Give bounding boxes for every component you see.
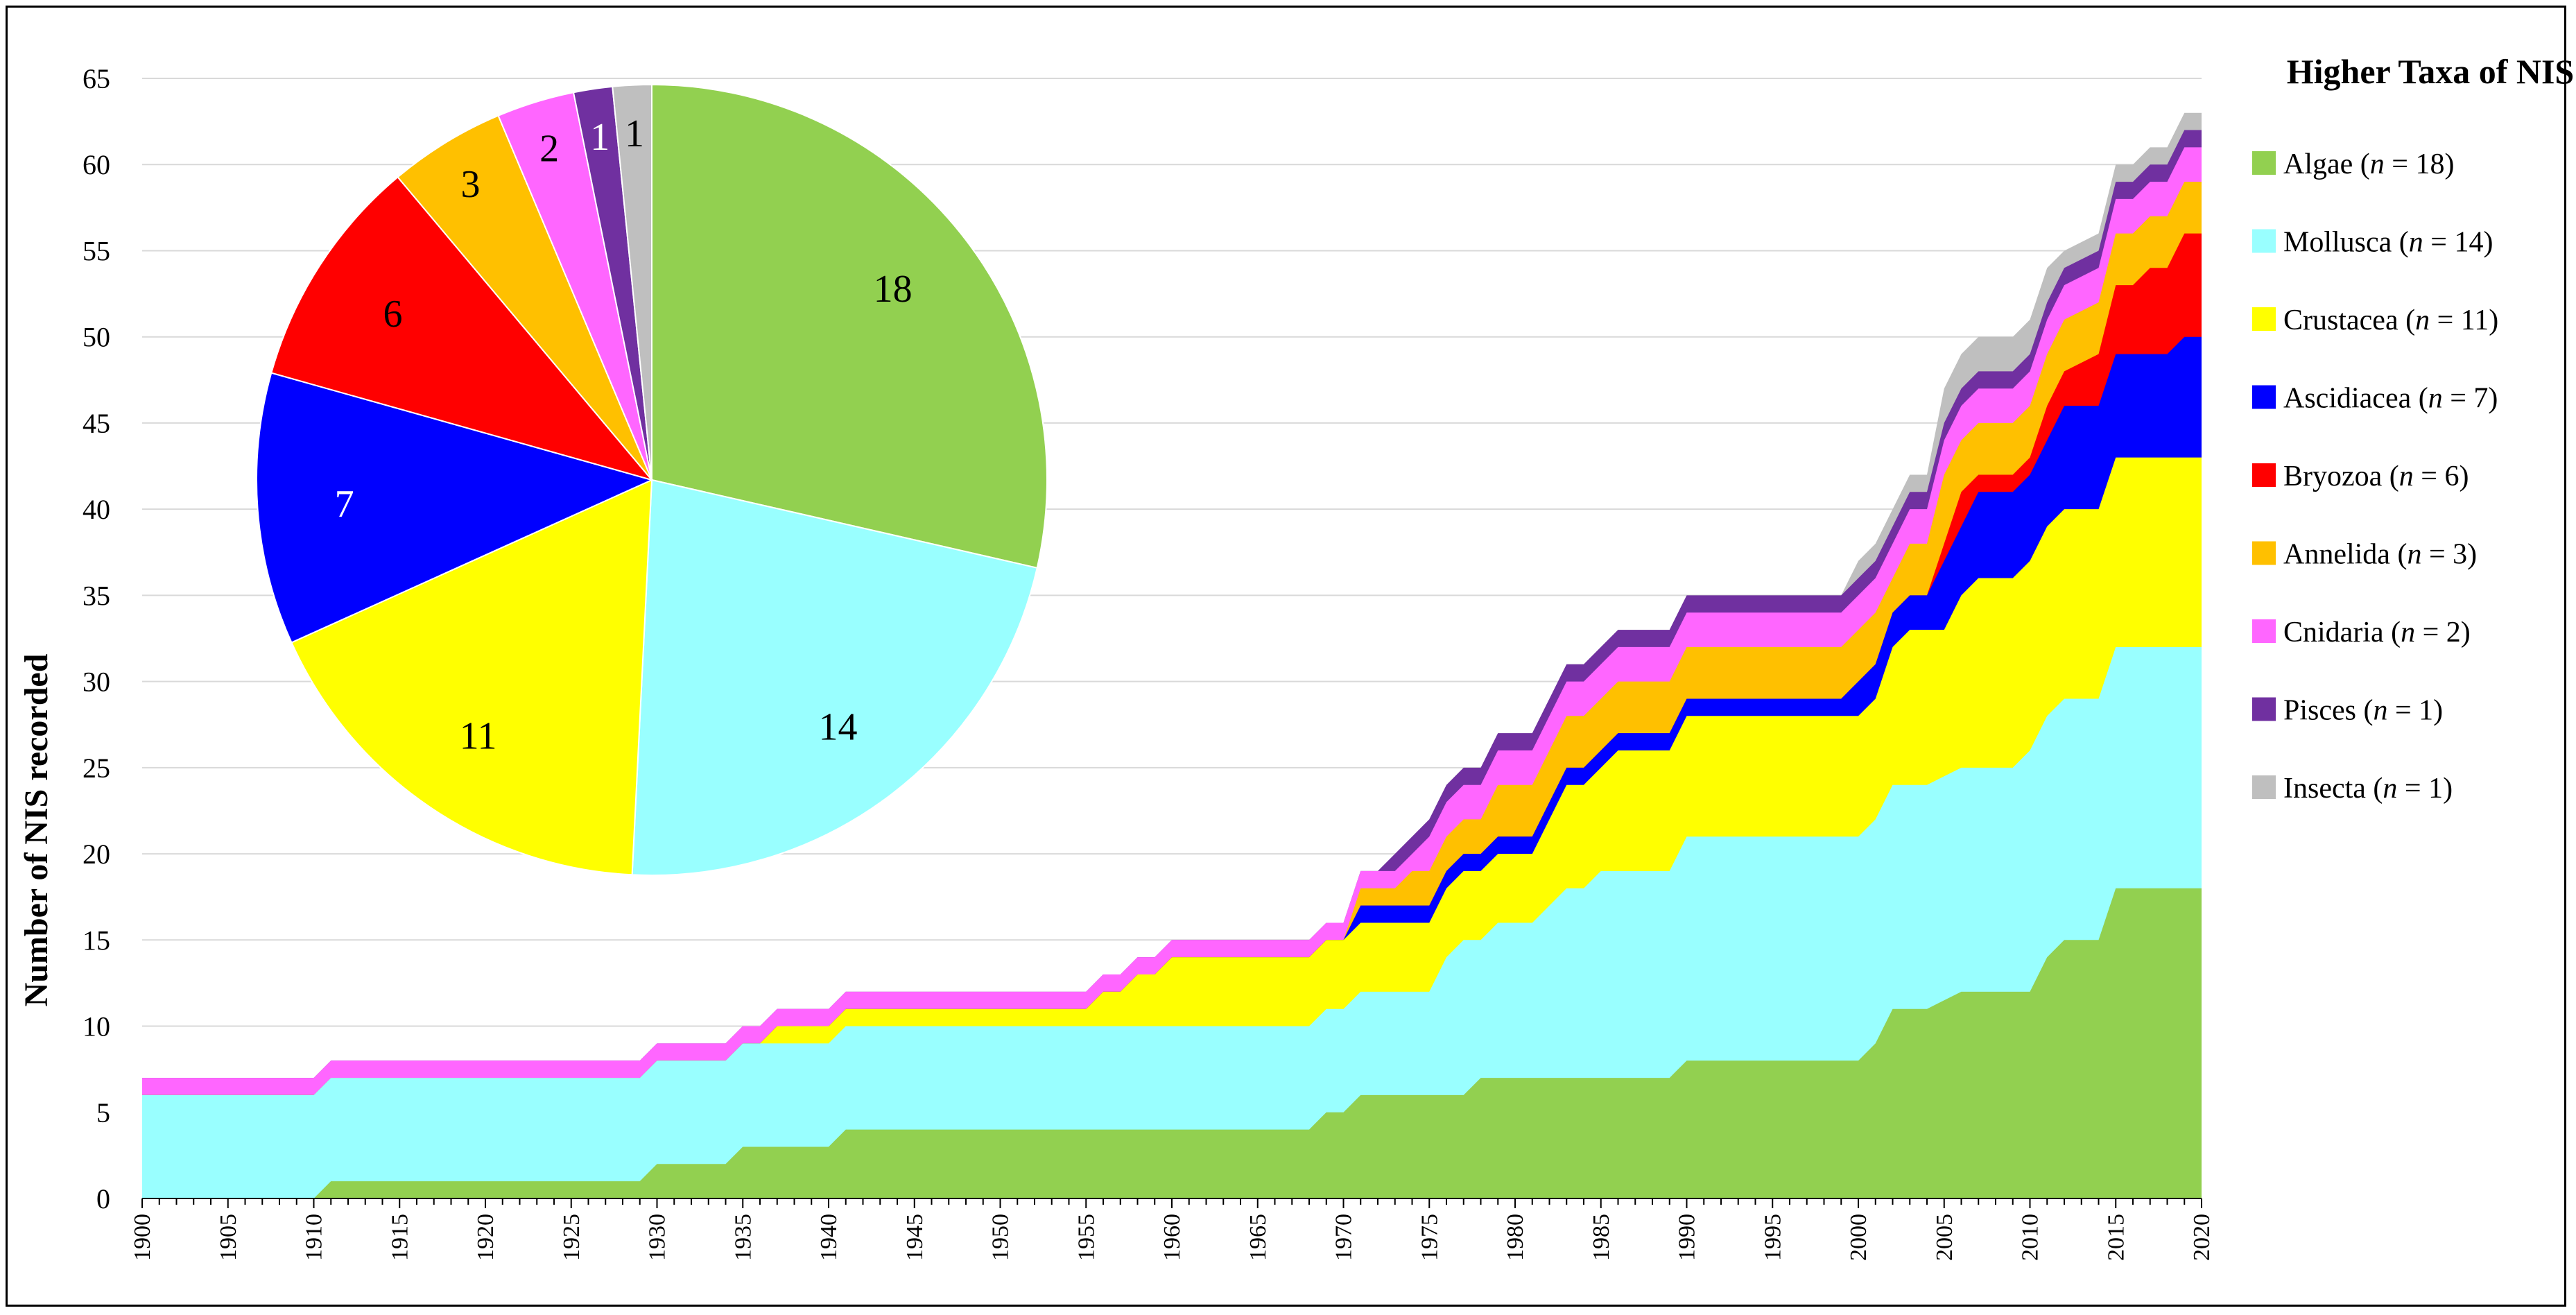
x-tick-label-1940: 1940	[816, 1214, 842, 1261]
x-tick-label-1950: 1950	[988, 1214, 1014, 1261]
legend-swatch-mollusca	[2252, 229, 2276, 253]
y-tick-label-0: 0	[96, 1183, 110, 1214]
pie-slice-mollusca	[631, 479, 1038, 876]
pie-slice-ascidiacea	[256, 372, 654, 644]
pie-label-crustacea: 11	[460, 714, 497, 757]
pie-slice-algae	[651, 83, 1048, 569]
x-tick-label-1970: 1970	[1331, 1214, 1357, 1261]
pie-label-mollusca: 14	[818, 705, 857, 748]
pie-slice-bryozoa	[270, 175, 654, 481]
legend-label-bryozoa: Bryozoa (n = 6)	[2283, 461, 2469, 492]
pie-label-pisces: 1	[590, 116, 610, 159]
x-tick-label-1900: 1900	[130, 1214, 155, 1261]
legend-label-crustacea: Crustacea (n = 11)	[2283, 304, 2498, 336]
legend-swatch-ascidiacea	[2252, 385, 2276, 409]
y-axis-title: Number of NIS recorded	[18, 653, 55, 1006]
x-tick-label-1945: 1945	[902, 1214, 928, 1261]
y-tick-label-55: 55	[83, 235, 110, 266]
pie-slice-insecta	[612, 83, 652, 481]
pie-slice-crustacea	[291, 479, 653, 876]
legend-swatch-insecta	[2252, 775, 2276, 799]
y-tick-label-30: 30	[83, 667, 110, 698]
x-tick-label-1980: 1980	[1503, 1214, 1528, 1261]
x-tick-label-1920: 1920	[473, 1214, 499, 1261]
x-tick-label-1975: 1975	[1417, 1214, 1442, 1261]
legend-swatch-bryozoa	[2252, 463, 2276, 487]
legend-swatch-annelida	[2252, 541, 2276, 565]
y-tick-label-35: 35	[83, 580, 110, 611]
legend-swatch-algae	[2252, 151, 2276, 175]
legend-label-mollusca: Mollusca (n = 14)	[2283, 227, 2493, 259]
x-tick-label-1905: 1905	[216, 1214, 241, 1261]
x-tick-label-1960: 1960	[1159, 1214, 1185, 1261]
y-tick-label-50: 50	[83, 322, 110, 353]
y-tick-label-25: 25	[83, 753, 110, 784]
y-tick-label-60: 60	[83, 149, 110, 180]
x-tick-label-1985: 1985	[1589, 1214, 1614, 1261]
x-tick-label-1935: 1935	[730, 1214, 756, 1261]
x-tick-label-1915: 1915	[387, 1214, 413, 1261]
axes: 0 5 10 15 20 25 30 35 40 45 50 55 60 65 1900 1905 1910 19…	[83, 63, 2215, 1261]
x-tick-label-2000: 2000	[1846, 1214, 1872, 1261]
legend-title: Higher Taxa of NIS	[2287, 52, 2574, 91]
pie-label-ascidiacea: 7	[335, 483, 354, 526]
legend-swatch-cnidaria	[2252, 619, 2276, 643]
y-tick-label-40: 40	[83, 494, 110, 525]
legend-swatch-pisces	[2252, 697, 2276, 721]
legend-label-pisces: Pisces (n = 1)	[2283, 695, 2443, 727]
y-tick-label-65: 65	[83, 63, 110, 94]
x-tick-label-1955: 1955	[1073, 1214, 1099, 1261]
x-tick-label-1910: 1910	[302, 1214, 327, 1261]
legend-label-cnidaria: Cnidaria (n = 2)	[2283, 617, 2471, 648]
pie-label-bryozoa: 6	[383, 293, 403, 336]
x-tick-label-2005: 2005	[1932, 1214, 1957, 1261]
pie-slice-annelida	[397, 114, 652, 481]
legend-label-algae: Algae (n = 18)	[2283, 148, 2454, 180]
y-tick-label-45: 45	[83, 408, 110, 439]
legend: Higher Taxa of NIS Algae (n = 18) Mollusca…	[2252, 52, 2574, 805]
x-tick-label-1925: 1925	[559, 1214, 585, 1261]
x-tick-label-1995: 1995	[1760, 1214, 1786, 1261]
x-tick-label-1990: 1990	[1675, 1214, 1700, 1261]
y-tick-label-5: 5	[96, 1097, 110, 1128]
pie-label-annelida: 3	[460, 163, 480, 206]
stacked-area-layer	[142, 112, 2202, 1199]
x-tick-label-2010: 2010	[2018, 1214, 2043, 1261]
pie-label-insecta: 1	[625, 112, 644, 155]
legend-label-insecta: Insecta (n = 1)	[2283, 773, 2453, 805]
x-tick-label-1965: 1965	[1245, 1214, 1271, 1261]
area-series-algae	[142, 888, 2202, 1198]
y-tick-label-20: 20	[83, 839, 110, 870]
x-tick-label-1930: 1930	[645, 1214, 671, 1261]
x-tick-label-2020: 2020	[2189, 1214, 2215, 1261]
y-tick-label-10: 10	[83, 1011, 110, 1042]
pie-label-cnidaria: 2	[539, 128, 559, 171]
x-tick-label-2015: 2015	[2103, 1214, 2129, 1261]
pie-label-algae: 18	[874, 268, 913, 311]
y-tick-label-15: 15	[83, 925, 110, 956]
legend-swatch-crustacea	[2252, 307, 2276, 331]
legend-label-ascidiacea: Ascidiacea (n = 7)	[2283, 383, 2498, 415]
legend-label-annelida: Annelida (n = 3)	[2283, 539, 2477, 571]
